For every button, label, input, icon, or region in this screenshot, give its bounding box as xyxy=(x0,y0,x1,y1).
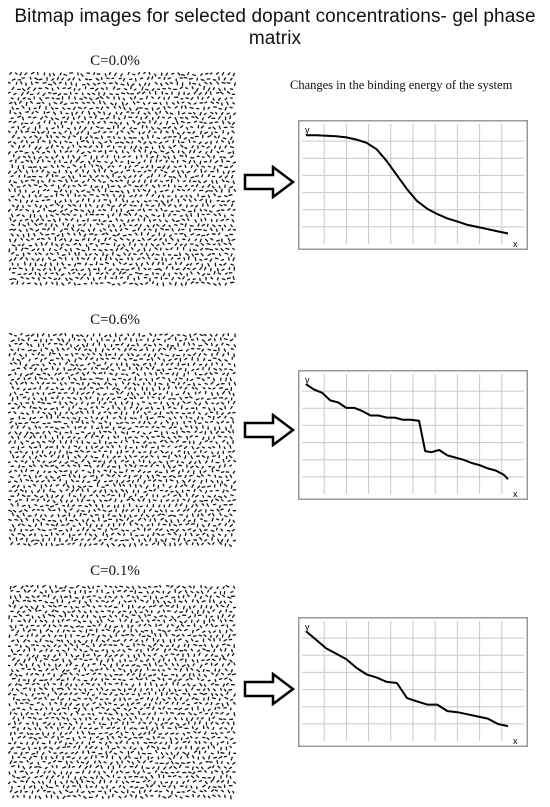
bitmap-image-1 xyxy=(8,72,236,287)
x-axis-label: x xyxy=(513,489,518,499)
binding-energy-chart-2: yx xyxy=(298,370,528,500)
y-axis-label: y xyxy=(305,125,310,135)
series-line xyxy=(306,134,509,235)
binding-energy-chart-3: yx xyxy=(298,617,528,747)
x-axis-label: x xyxy=(513,736,518,746)
series-line xyxy=(305,630,509,728)
bitmap-dots xyxy=(8,72,236,287)
y-axis-label: y xyxy=(305,622,310,632)
arrow-icon-1 xyxy=(243,165,295,199)
page-title: Bitmap images for selected dopant concen… xyxy=(14,6,536,49)
x-axis-label: x xyxy=(513,239,518,249)
arrow-icon-3 xyxy=(243,672,295,706)
concentration-label-2: C=0.6% xyxy=(90,312,140,328)
bitmap-image-3 xyxy=(8,585,236,800)
bitmap-dots xyxy=(8,333,236,548)
bitmap-image-2 xyxy=(8,333,236,548)
concentration-label-1: C=0.0% xyxy=(90,53,140,69)
concentration-label-3: C=0.1% xyxy=(90,563,140,579)
bitmap-dots xyxy=(8,585,236,800)
binding-energy-chart-1: yx xyxy=(298,120,528,250)
y-axis-label: y xyxy=(305,375,310,385)
arrow-icon-2 xyxy=(243,413,295,447)
chart-column-caption: Changes in the binding energy of the sys… xyxy=(290,78,513,92)
series-line xyxy=(305,383,509,480)
